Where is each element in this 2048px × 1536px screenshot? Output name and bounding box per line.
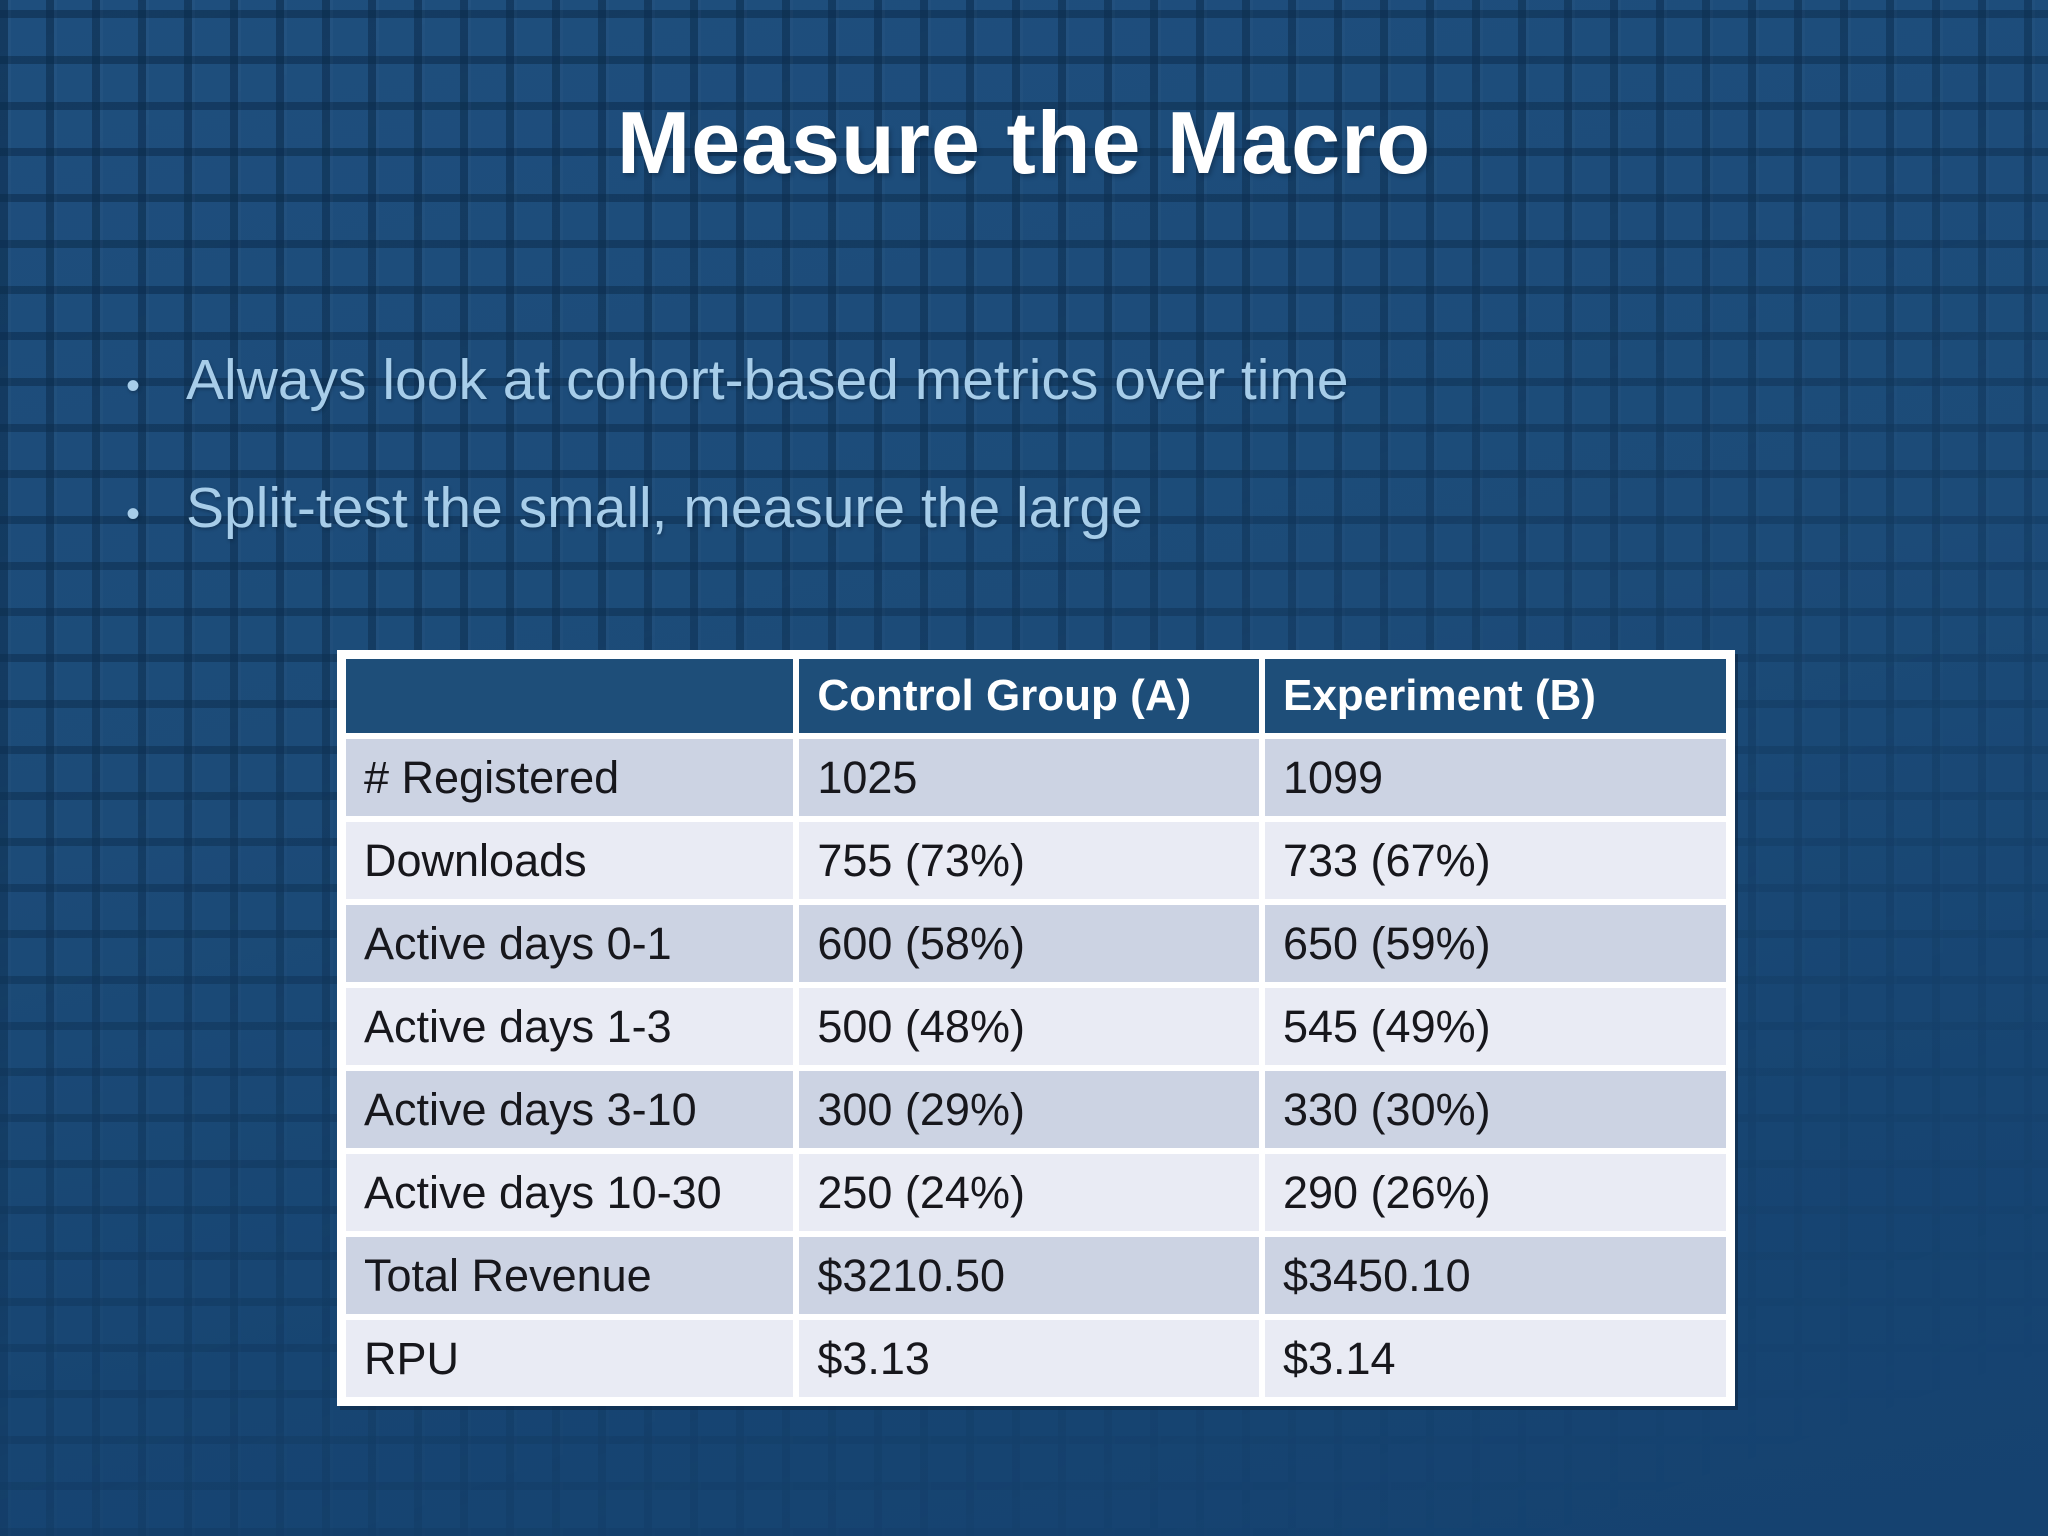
- table-row: Active days 0-1 600 (58%) 650 (59%): [346, 905, 1726, 982]
- row-label: Active days 10-30: [346, 1154, 794, 1231]
- control-value: 250 (24%): [799, 1154, 1259, 1231]
- control-value: 755 (73%): [799, 822, 1259, 899]
- control-value: 1025: [799, 739, 1259, 816]
- bullet-text: Always look at cohort-based metrics over…: [186, 348, 1349, 412]
- row-label: Downloads: [346, 822, 794, 899]
- table-header-experiment: Experiment (B): [1264, 659, 1726, 733]
- control-value: $3.13: [799, 1320, 1259, 1397]
- experiment-value: $3.14: [1264, 1320, 1726, 1397]
- table-row: Active days 1-3 500 (48%) 545 (49%): [346, 988, 1726, 1065]
- bullet-list: • Always look at cohort-based metrics ov…: [118, 345, 2008, 602]
- table-row: Total Revenue $3210.50 $3450.10: [346, 1237, 1726, 1314]
- table-row: RPU $3.13 $3.14: [346, 1320, 1726, 1397]
- experiment-value: 650 (59%): [1264, 905, 1726, 982]
- row-label: Active days 3-10: [346, 1071, 794, 1148]
- control-value: 600 (58%): [799, 905, 1259, 982]
- control-value: 300 (29%): [799, 1071, 1259, 1148]
- control-value: $3210.50: [799, 1237, 1259, 1314]
- row-label: RPU: [346, 1320, 794, 1397]
- table-header-row: Control Group (A) Experiment (B): [346, 659, 1726, 733]
- row-label: Total Revenue: [346, 1237, 794, 1314]
- metrics-table: Control Group (A) Experiment (B) # Regis…: [337, 650, 1735, 1406]
- control-value: 500 (48%): [799, 988, 1259, 1065]
- table-header-empty: [346, 659, 794, 733]
- bullet-item: • Always look at cohort-based metrics ov…: [118, 345, 2008, 416]
- table-row: Active days 10-30 250 (24%) 290 (26%): [346, 1154, 1726, 1231]
- table-row: Downloads 755 (73%) 733 (67%): [346, 822, 1726, 899]
- table-row: Active days 3-10 300 (29%) 330 (30%): [346, 1071, 1726, 1148]
- table-row: # Registered 1025 1099: [346, 739, 1726, 816]
- bullet-text: Split-test the small, measure the large: [186, 476, 1143, 541]
- experiment-value: $3450.10: [1264, 1237, 1726, 1314]
- row-label: # Registered: [346, 739, 794, 816]
- bullet-item: • Split-test the small, measure the larg…: [118, 473, 2008, 544]
- experiment-value: 733 (67%): [1264, 822, 1726, 899]
- row-label: Active days 1-3: [346, 988, 794, 1065]
- slide-title: Measure the Macro: [616, 93, 1432, 192]
- row-label: Active days 0-1: [346, 905, 794, 982]
- bullet-dot-icon: •: [126, 492, 141, 537]
- experiment-value: 545 (49%): [1264, 988, 1726, 1065]
- table-header-control-group: Control Group (A): [799, 659, 1259, 733]
- bullet-dot-icon: •: [126, 364, 141, 408]
- metrics-table-grid: Control Group (A) Experiment (B) # Regis…: [340, 653, 1732, 1403]
- experiment-value: 330 (30%): [1264, 1071, 1726, 1148]
- experiment-value: 1099: [1264, 739, 1726, 816]
- experiment-value: 290 (26%): [1264, 1154, 1726, 1231]
